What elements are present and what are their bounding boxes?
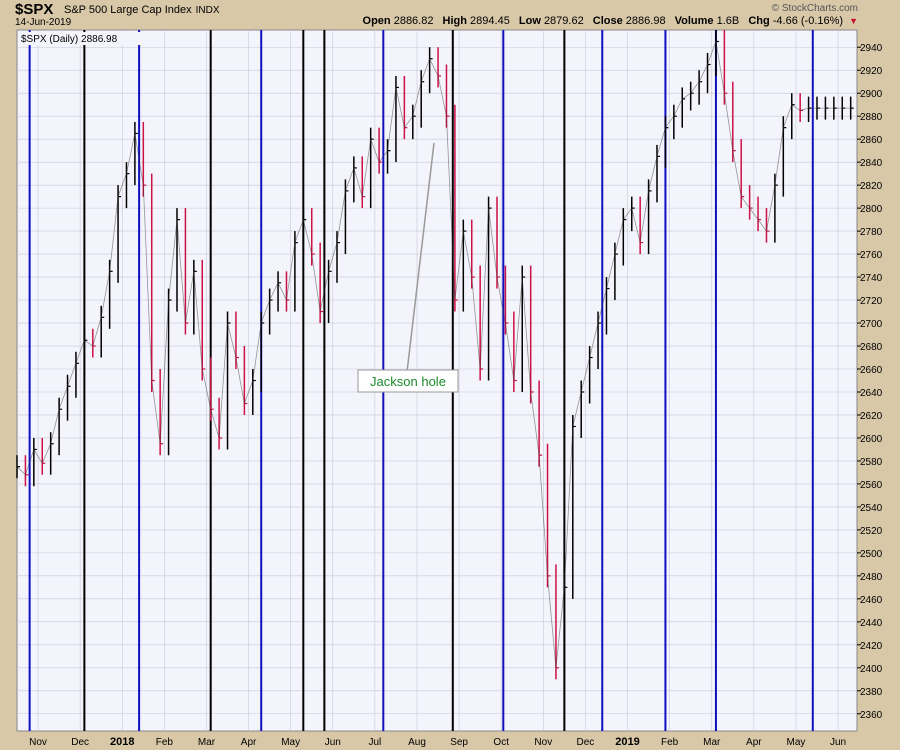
x-tick-label: Apr: [746, 737, 762, 748]
high-label: High: [442, 15, 467, 27]
y-tick-label: 2500: [860, 549, 883, 560]
y-tick-label: 2380: [860, 687, 883, 698]
x-tick-label: Oct: [493, 737, 509, 748]
y-tick-label: 2900: [860, 89, 883, 100]
x-tick-label: Dec: [71, 737, 89, 748]
y-tick-label: 2740: [860, 273, 883, 284]
volume-value: 1.6B: [716, 15, 740, 27]
y-tick-label: 2480: [860, 572, 883, 583]
close-label: Close: [592, 15, 623, 27]
close-value: 2886.98: [625, 15, 666, 27]
x-tick-label: 2019: [615, 736, 639, 748]
y-tick-label: 2560: [860, 480, 883, 491]
y-tick-label: 2780: [860, 227, 883, 238]
annotation-label: Jackson hole: [370, 374, 446, 389]
x-tick-label: Aug: [408, 737, 426, 748]
grid-lines: [17, 30, 857, 731]
y-tick-label: 2700: [860, 319, 883, 330]
x-tick-label: Feb: [661, 737, 679, 748]
y-axis: 2360 2380 2400 2420 2440 2460 2480 2500 2520 2540…: [857, 43, 883, 721]
quote-summary: Open 2886.82 High 2894.45 Low 2879.62 Cl…: [363, 15, 858, 27]
down-triangle-icon: ▼: [849, 16, 858, 26]
x-tick-label: Nov: [29, 737, 47, 748]
y-tick-label: 2640: [860, 388, 883, 399]
instrument-name: S&P 500 Large Cap Index INDX: [64, 4, 220, 16]
y-tick-label: 2880: [860, 112, 883, 123]
ticker-symbol: $SPX: [15, 1, 54, 18]
x-tick-label: Feb: [156, 737, 174, 748]
x-tick-label: Jun: [325, 737, 341, 748]
y-tick-label: 2860: [860, 135, 883, 146]
y-tick-label: 2460: [860, 595, 883, 606]
y-tick-label: 2360: [860, 710, 883, 721]
y-tick-label: 2820: [860, 181, 883, 192]
high-value: 2894.45: [470, 15, 510, 27]
y-tick-label: 2520: [860, 526, 883, 537]
legend-text: $SPX (Daily) 2886.98: [21, 34, 118, 45]
x-tick-label: May: [786, 737, 805, 748]
x-tick-label: Mar: [703, 737, 721, 748]
price-bars: [16, 30, 854, 680]
y-tick-label: 2440: [860, 618, 883, 629]
instrument-name-text: S&P 500 Large Cap Index: [64, 4, 192, 16]
y-tick-label: 2580: [860, 457, 883, 468]
x-tick-label: Apr: [241, 737, 257, 748]
y-tick-label: 2760: [860, 250, 883, 261]
y-tick-label: 2800: [860, 204, 883, 215]
y-tick-label: 2940: [860, 43, 883, 54]
open-value: 2886.82: [393, 15, 434, 27]
x-tick-label: 2018: [110, 736, 134, 748]
x-tick-label: Mar: [198, 737, 216, 748]
y-tick-label: 2680: [860, 342, 883, 353]
y-tick-label: 2840: [860, 158, 883, 169]
x-tick-label: Jun: [830, 737, 846, 748]
volume-label: Volume: [674, 15, 714, 27]
annotation-box: [357, 369, 459, 393]
legend: $SPX (Daily) 2886.98: [19, 32, 151, 45]
annotation-pointer: [406, 142, 435, 373]
y-tick-label: 2620: [860, 411, 883, 422]
price-line: [16, 39, 851, 668]
change-value: -4.66 (-0.16%): [772, 15, 844, 27]
x-axis: Nov Dec 2018 Feb Mar Apr May Jun Jul Aug Sep Oct Nov…: [29, 736, 846, 748]
y-tick-label: 2660: [860, 365, 883, 376]
y-tick-label: 2540: [860, 503, 883, 514]
x-tick-label: Sep: [450, 737, 468, 748]
low-value: 2879.62: [543, 15, 584, 27]
y-tick-label: 2720: [860, 296, 883, 307]
y-tick-label: 2420: [860, 641, 883, 652]
y-tick-label: 2920: [860, 66, 883, 77]
chart-header: $SPX S&P 500 Large Cap Index INDX 14-Jun-…: [0, 0, 900, 30]
open-label: Open: [362, 15, 391, 27]
x-tick-label: Jul: [368, 737, 381, 748]
low-label: Low: [518, 15, 541, 27]
annotation: Jackson hole: [357, 142, 459, 393]
y-tick-label: 2400: [860, 664, 883, 675]
quote-date: 14-Jun-2019: [15, 17, 72, 28]
stockcharts-logo: © StockCharts.com: [771, 3, 858, 14]
change-label: Chg: [748, 15, 770, 27]
exchange-code: INDX: [195, 5, 220, 16]
x-tick-label: Nov: [534, 737, 552, 748]
x-tick-label: Dec: [577, 737, 595, 748]
y-tick-label: 2600: [860, 434, 883, 445]
x-tick-label: May: [281, 737, 300, 748]
